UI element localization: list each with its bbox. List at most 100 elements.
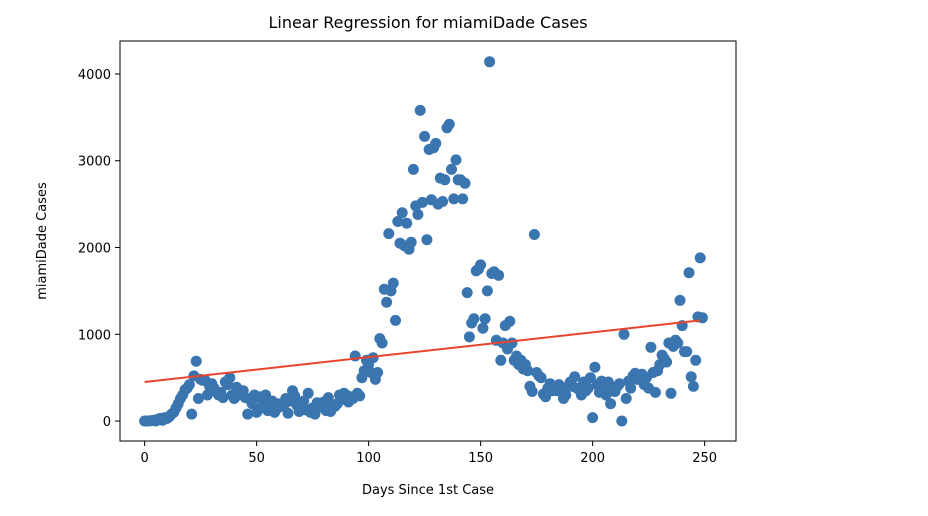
data-point <box>246 398 258 410</box>
data-points <box>139 56 708 427</box>
x-tick-label: 50 <box>248 451 265 466</box>
data-point <box>687 380 699 392</box>
data-point <box>495 354 507 366</box>
y-tick-label: 2000 <box>78 242 111 257</box>
data-point <box>690 354 702 366</box>
data-point <box>582 382 594 394</box>
data-point <box>614 378 625 390</box>
data-point <box>459 177 471 189</box>
data-point <box>396 207 408 219</box>
data-point <box>282 407 294 419</box>
data-point <box>569 371 581 383</box>
data-point <box>439 174 451 186</box>
data-point <box>620 393 632 404</box>
data-point <box>412 209 424 220</box>
data-point <box>416 196 428 208</box>
data-point <box>190 355 202 367</box>
regression-line-group <box>144 319 701 383</box>
data-point <box>522 365 534 377</box>
data-point <box>665 387 677 399</box>
data-point <box>217 392 229 404</box>
y-tick-label: 4000 <box>78 68 111 83</box>
data-point <box>401 217 413 229</box>
data-point <box>649 386 661 398</box>
data-point <box>461 287 473 299</box>
data-point <box>587 412 599 424</box>
data-point <box>463 331 475 343</box>
data-point <box>430 137 442 149</box>
data-point <box>192 393 204 404</box>
data-point <box>309 408 321 420</box>
data-point <box>446 163 457 175</box>
data-point <box>383 228 395 240</box>
data-point <box>528 229 540 240</box>
data-point <box>479 313 491 325</box>
data-point <box>443 118 455 130</box>
data-point <box>450 154 462 166</box>
data-point <box>224 372 236 384</box>
x-tick-label: 250 <box>692 451 717 466</box>
data-point <box>605 398 617 410</box>
data-point <box>694 252 706 264</box>
data-point <box>302 387 314 399</box>
y-axis-ticks: 0 1000 2000 3000 4000 <box>78 68 120 430</box>
data-point <box>661 356 673 368</box>
data-point <box>414 104 426 116</box>
data-point <box>475 259 487 271</box>
data-point <box>493 269 505 281</box>
data-point <box>448 193 460 205</box>
x-tick-label: 0 <box>140 451 148 466</box>
x-axis-ticks: 0 50 100 150 200 250 <box>140 441 717 466</box>
data-point <box>685 371 697 383</box>
data-point <box>183 379 195 391</box>
data-point <box>354 390 366 402</box>
data-point <box>526 386 538 397</box>
data-point <box>481 285 493 297</box>
data-point <box>387 277 399 289</box>
y-tick-label: 1000 <box>78 328 111 343</box>
data-point <box>696 312 708 324</box>
data-point <box>674 294 686 306</box>
data-point <box>672 337 684 349</box>
data-point <box>186 408 198 420</box>
data-point <box>367 352 379 364</box>
regression-line <box>144 319 701 383</box>
data-point <box>589 361 601 373</box>
data-point <box>372 367 384 378</box>
data-point <box>381 296 393 308</box>
data-point <box>390 314 401 326</box>
chart-title: Linear Regression for miamiDade Cases <box>268 13 587 32</box>
data-point <box>625 382 637 394</box>
data-point <box>457 193 469 205</box>
plot-area-frame <box>119 40 737 442</box>
data-point <box>484 56 496 68</box>
y-axis-label: miamiDade Cases <box>35 182 50 300</box>
data-point <box>560 389 572 401</box>
x-tick-label: 100 <box>356 451 381 466</box>
data-point <box>201 389 213 401</box>
data-point <box>645 341 657 353</box>
x-tick-label: 200 <box>580 451 605 466</box>
x-axis-label: Days Since 1st Case <box>362 483 494 498</box>
data-point <box>437 196 449 207</box>
data-point <box>376 337 388 349</box>
data-point <box>477 322 489 334</box>
y-tick-label: 3000 <box>78 155 111 170</box>
data-point <box>407 163 419 175</box>
data-point <box>683 267 695 279</box>
data-point <box>242 408 254 420</box>
data-point <box>421 234 433 246</box>
data-point <box>392 216 404 227</box>
data-point <box>618 328 630 340</box>
data-point <box>468 313 480 325</box>
data-point <box>681 346 693 358</box>
data-point <box>600 389 612 401</box>
data-point <box>535 372 547 384</box>
x-tick-label: 150 <box>468 451 493 466</box>
data-point <box>506 337 518 349</box>
data-point <box>616 415 628 427</box>
data-point <box>405 236 417 248</box>
data-point <box>419 130 431 142</box>
data-point <box>504 315 516 327</box>
